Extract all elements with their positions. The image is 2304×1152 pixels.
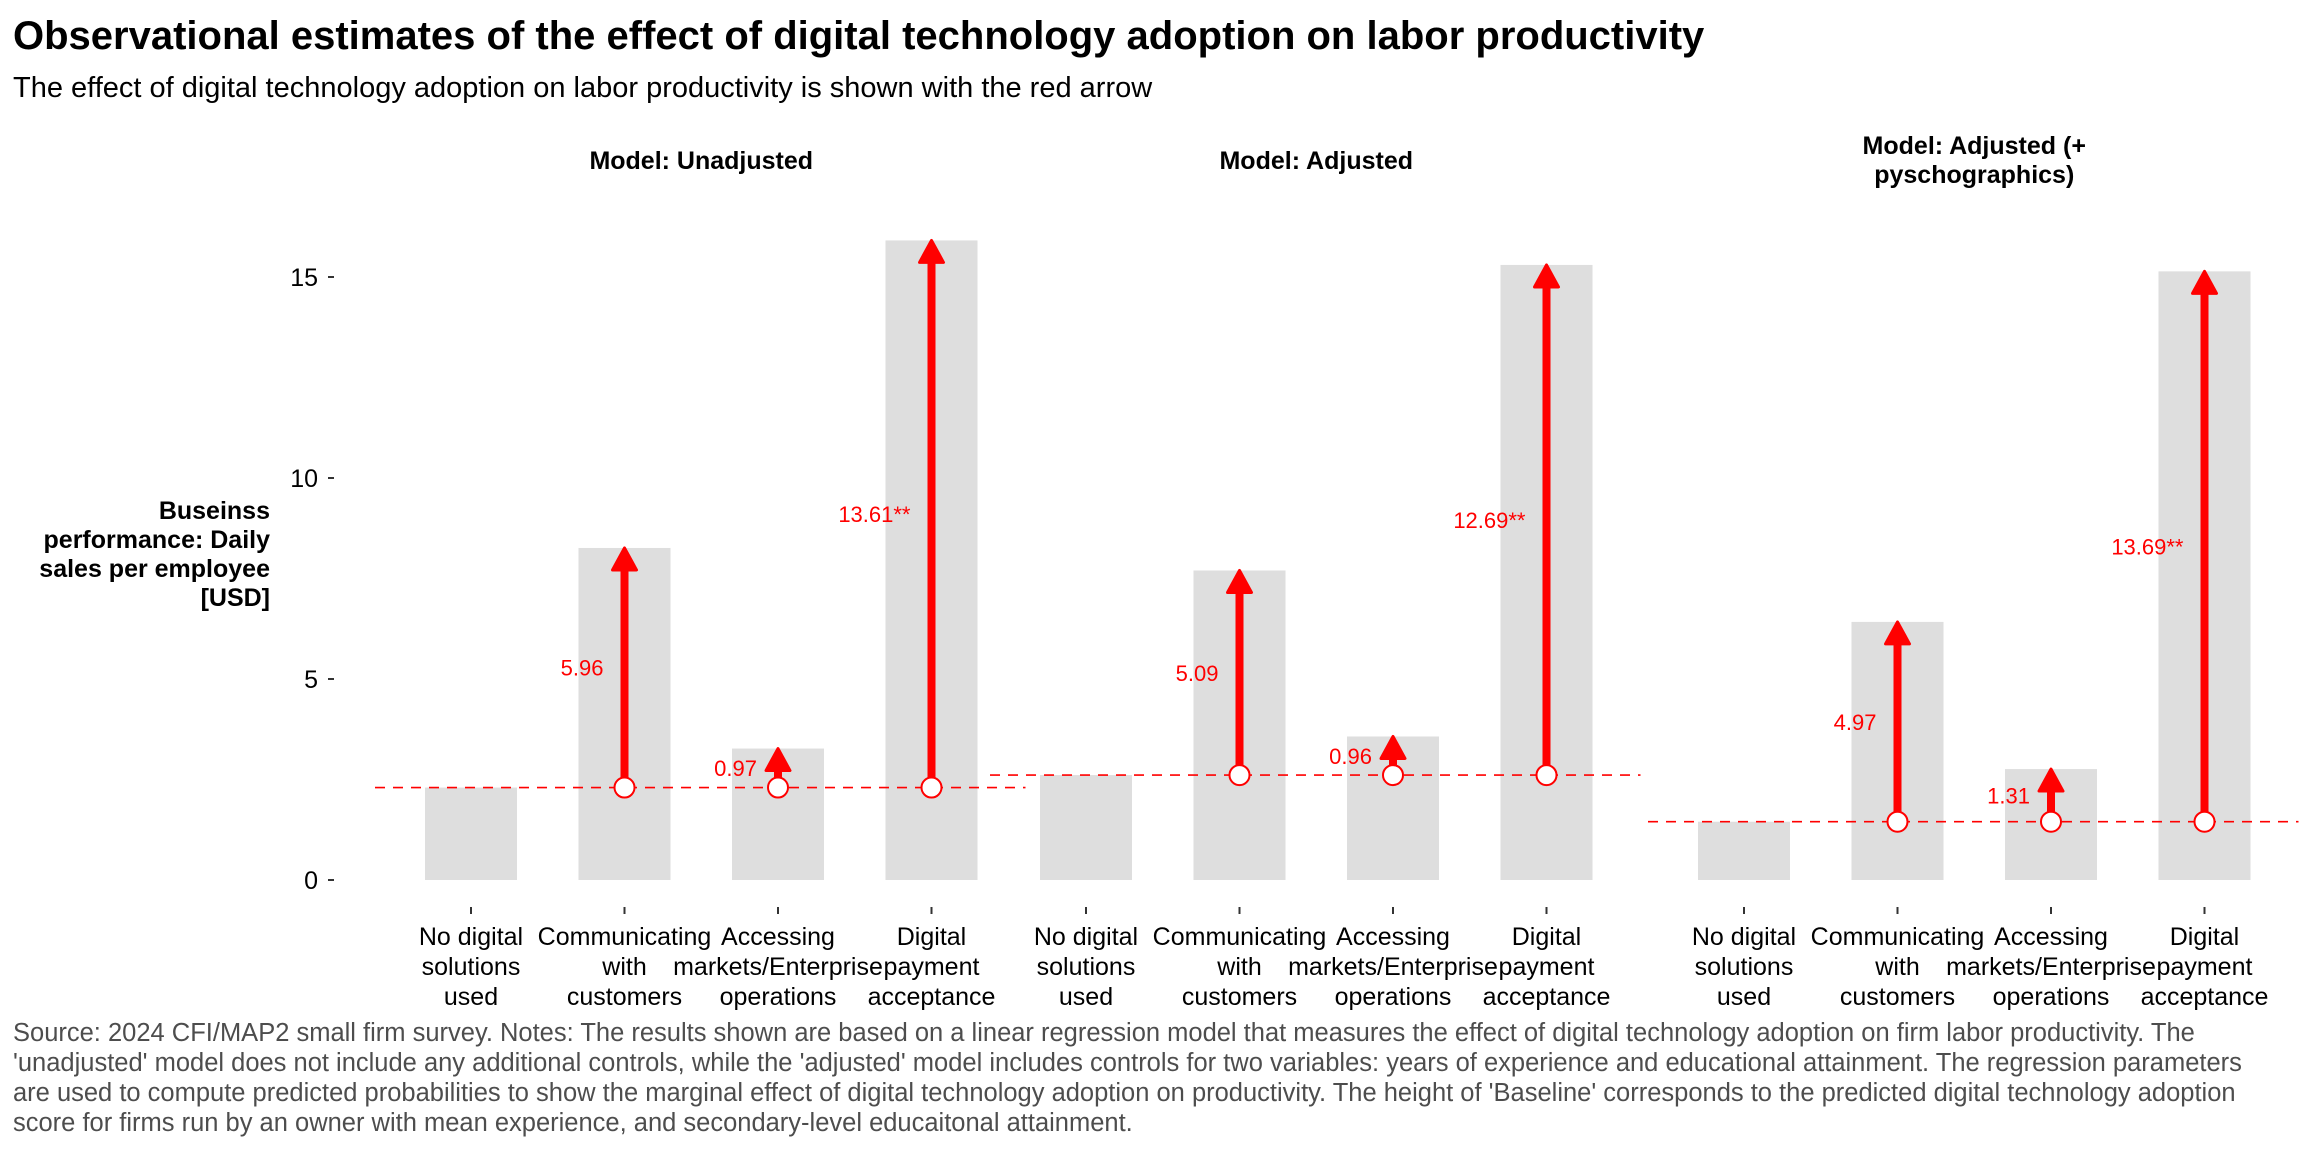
- effect-arrow-head: [1226, 568, 1253, 594]
- bar: [425, 787, 517, 880]
- baseline-marker: [613, 776, 636, 799]
- effect-arrow-head: [611, 546, 638, 572]
- effect-arrow-head: [2191, 269, 2218, 295]
- x-tick-label: Communicating with customers: [1153, 923, 1327, 1010]
- effect-arrow-head: [1379, 734, 1407, 760]
- y-tick-label: 15: [290, 264, 318, 292]
- x-tick-label: Accessing markets/Enterprise operations: [1946, 923, 2156, 1010]
- baseline-marker: [767, 776, 789, 799]
- chart-title: Observational estimates of the effect of…: [13, 14, 1705, 58]
- effect-value-label: 12.69**: [1453, 508, 1526, 533]
- x-tick-label: No digital solutions used: [1034, 923, 1138, 1010]
- bar: [1040, 775, 1132, 880]
- baseline-marker: [1535, 764, 1558, 787]
- effect-value-label: 0.96: [1329, 744, 1372, 769]
- effect-arrow-head: [764, 747, 792, 773]
- effect-value-label: 13.61**: [838, 502, 911, 527]
- effect-arrow-head: [2037, 767, 2065, 793]
- effect-arrow-head: [918, 238, 945, 264]
- baseline-marker: [1886, 810, 1909, 833]
- chart-area: 0 5 10 15 Model: Unadjusted 5.96 0.97 13.61** No…: [290, 132, 2299, 1010]
- effect-value-label: 1.31: [1987, 783, 2030, 808]
- x-tick-label: Communicating with customers: [538, 923, 712, 1010]
- effect-value-label: 5.09: [1176, 661, 1219, 686]
- x-tick-label: Digital payment acceptance: [868, 923, 996, 1010]
- effect-value-label: 4.97: [1834, 710, 1877, 735]
- y-axis-label: Buseinss performance: Daily sales per em…: [39, 497, 270, 612]
- baseline-marker: [920, 776, 943, 799]
- chart-subtitle: The effect of digital technology adoptio…: [13, 72, 1153, 104]
- baseline-marker: [2193, 810, 2216, 833]
- effect-value-label: 0.97: [714, 756, 757, 781]
- facet-label: Model: Unadjusted: [589, 147, 813, 175]
- y-tick-label: 0: [304, 867, 318, 895]
- baseline-marker: [1228, 764, 1251, 787]
- source-notes-caption: Source: 2024 CFI/MAP2 small firm survey.…: [13, 1019, 2242, 1137]
- effect-arrow-head: [1884, 620, 1911, 646]
- x-tick-label: Digital payment acceptance: [1483, 923, 1611, 1010]
- y-tick-label: 10: [290, 465, 318, 493]
- x-tick-label: Accessing markets/Enterprise operations: [673, 923, 883, 1010]
- x-tick-label: No digital solutions used: [419, 923, 523, 1010]
- facet-label: Model: Adjusted (+ pyschographics): [1863, 132, 2086, 189]
- baseline-marker: [1382, 764, 1404, 787]
- effect-value-label: 13.69**: [2111, 535, 2184, 560]
- x-tick-label: Digital payment acceptance: [2141, 923, 2269, 1010]
- y-tick-label: 5: [304, 666, 318, 694]
- effect-value-label: 5.96: [561, 656, 604, 681]
- x-tick-label: Accessing markets/Enterprise operations: [1288, 923, 1498, 1010]
- x-tick-label: Communicating with customers: [1811, 923, 1985, 1010]
- bar: [1698, 821, 1790, 880]
- effect-arrow-head: [1533, 263, 1560, 289]
- baseline-marker: [2040, 810, 2062, 833]
- x-tick-label: No digital solutions used: [1692, 923, 1796, 1010]
- facet-label: Model: Adjusted: [1219, 147, 1413, 175]
